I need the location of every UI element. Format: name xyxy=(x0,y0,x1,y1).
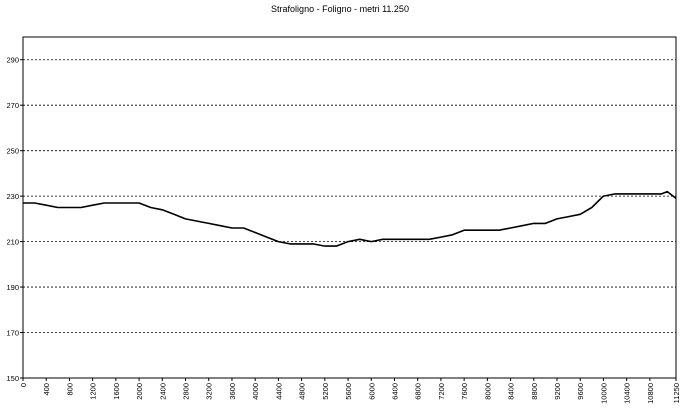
x-tick-label: 0 xyxy=(19,383,28,387)
x-tick-label: 10000 xyxy=(599,383,608,404)
y-tick-label: 170 xyxy=(6,329,19,338)
y-tick-label: 230 xyxy=(6,192,19,201)
y-tick-label: 270 xyxy=(6,101,19,110)
y-tick-label: 210 xyxy=(6,238,19,247)
series-layer xyxy=(23,190,677,247)
x-tick-label: 10800 xyxy=(646,383,655,404)
x-tick-label: 6000 xyxy=(367,383,376,400)
x-tick-label: 2400 xyxy=(158,383,167,400)
x-tick-label: 4400 xyxy=(274,383,283,400)
x-tick-label: 4800 xyxy=(298,383,307,400)
x-tick-label: 3600 xyxy=(228,383,237,400)
series-line-0 xyxy=(23,190,677,247)
x-tick-label: 1600 xyxy=(112,383,121,400)
x-tick-label: 2800 xyxy=(182,383,191,400)
x-tick-label: 9600 xyxy=(576,383,585,400)
x-tick-label: 11250 xyxy=(672,383,680,403)
y-tick-label: 190 xyxy=(6,283,19,292)
x-tick-label: 8000 xyxy=(483,383,492,400)
x-tick-label: 2000 xyxy=(135,383,144,400)
y-tick-label: 290 xyxy=(6,56,19,65)
x-tick-label: 400 xyxy=(42,383,51,396)
x-tick-label: 5600 xyxy=(344,383,353,400)
x-axis: 0 400 800 1200 1600 2000 2400 2800 3200 3600 4000 4… xyxy=(19,378,680,404)
x-tick-label: 7600 xyxy=(460,383,469,400)
x-tick-label: 6400 xyxy=(390,383,399,400)
x-tick-label: 8400 xyxy=(507,383,516,400)
x-tick-label: 9200 xyxy=(553,383,562,400)
x-tick-label: 8800 xyxy=(530,383,539,400)
gridlines xyxy=(23,59,676,333)
chart-title: Strafoligno - Foligno - metri 11.250 xyxy=(271,4,409,14)
x-tick-label: 6800 xyxy=(414,383,423,400)
plot-area xyxy=(22,36,677,379)
x-tick-label: 4000 xyxy=(251,383,260,400)
x-tick-label: 5200 xyxy=(321,383,330,400)
x-tick-label: 3200 xyxy=(205,383,214,400)
x-tick-label: 1200 xyxy=(89,383,98,400)
y-tick-label: 250 xyxy=(6,147,19,156)
y-tick-label: 150 xyxy=(6,374,19,383)
x-tick-label: 10400 xyxy=(623,383,632,404)
y-axis: 150 170 190 210 230 250 270 290 xyxy=(6,56,23,383)
x-tick-label: 7200 xyxy=(437,383,446,400)
x-tick-label: 800 xyxy=(65,383,74,396)
